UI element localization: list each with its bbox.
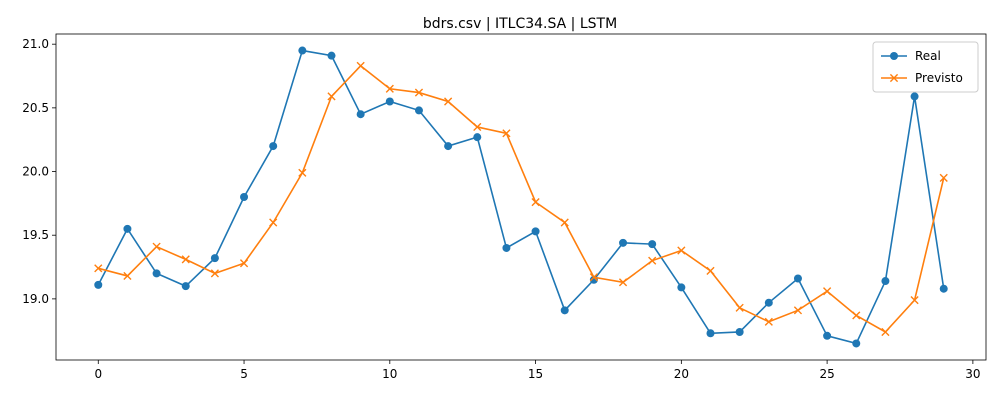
data-point-real: [560, 306, 569, 315]
data-point-real: [502, 243, 511, 252]
data-point-previsto: [385, 84, 394, 93]
data-point-real: [210, 254, 219, 263]
data-point-real: [939, 284, 948, 293]
data-point-previsto: [618, 278, 628, 287]
legend-item-real: Real: [881, 49, 941, 63]
data-point-previsto: [823, 287, 832, 296]
data-point-real: [473, 133, 482, 142]
data-point-real: [648, 240, 657, 249]
data-point-previsto: [181, 255, 190, 264]
x-axis: 0 5 10 15 20 25 30: [94, 360, 981, 381]
data-point-real: [793, 274, 802, 283]
data-point-previsto: [881, 327, 890, 337]
x-tick-label: 0: [94, 367, 102, 381]
y-tick-label: 20.0: [22, 165, 49, 179]
data-point-real: [735, 327, 744, 336]
data-point-real: [881, 277, 890, 286]
data-point-previsto: [648, 256, 657, 265]
chart-title: bdrs.csv | ITLC34.SA | LSTM: [423, 16, 617, 32]
data-point-previsto: [444, 97, 453, 106]
data-point-previsto: [560, 218, 569, 227]
data-point-real: [531, 227, 540, 236]
x-tick-label: 25: [819, 367, 834, 381]
data-point-previsto: [327, 92, 336, 101]
legend: Real Previsto: [872, 41, 979, 93]
data-point-previsto: [735, 303, 744, 312]
data-point-previsto: [473, 122, 482, 132]
data-point-previsto: [531, 197, 540, 207]
data-point-real: [619, 238, 628, 247]
x-tick-label: 20: [674, 367, 689, 381]
series-previsto: [94, 61, 948, 337]
series-line-real: [97, 49, 945, 345]
data-point-real: [823, 331, 832, 340]
series-line-previsto: [98, 64, 945, 333]
y-axis: 19.0 19.5 20.0 20.5 21.0: [22, 37, 56, 306]
legend-marker-previsto: [889, 73, 899, 83]
y-tick-label: 19.0: [22, 292, 49, 306]
data-point-previsto: [152, 242, 161, 251]
legend-label-real: Real: [915, 49, 941, 63]
legend-item-previsto: Previsto: [881, 71, 963, 85]
data-point-previsto: [356, 61, 365, 70]
x-tick-label: 5: [240, 367, 248, 381]
x-tick-label: 15: [528, 367, 543, 381]
data-point-previsto: [852, 311, 861, 320]
data-point-real: [181, 282, 190, 291]
data-point-real: [852, 339, 861, 348]
legend-label-previsto: Previsto: [915, 71, 963, 85]
data-point-real: [910, 92, 919, 101]
series-real: [94, 46, 948, 348]
data-point-real: [706, 329, 715, 338]
data-point-previsto: [239, 259, 249, 268]
x-tick-label: 10: [382, 367, 397, 381]
y-tick-label: 20.5: [22, 101, 49, 115]
data-point-real: [764, 298, 773, 307]
y-tick-label: 21.0: [22, 37, 49, 51]
data-point-real: [677, 283, 686, 292]
data-point-previsto: [210, 269, 219, 278]
data-point-real: [123, 224, 132, 233]
series-layer: [94, 46, 948, 348]
data-point-previsto: [414, 88, 424, 97]
data-point-previsto: [939, 173, 948, 182]
data-point-real: [152, 269, 161, 278]
data-point-real: [240, 193, 249, 201]
data-point-previsto: [298, 168, 307, 177]
data-point-previsto: [123, 271, 132, 281]
data-point-real: [356, 110, 365, 119]
data-point-previsto: [94, 264, 103, 273]
plot-frame: [55, 33, 987, 361]
data-point-previsto: [269, 218, 278, 227]
legend-box: [872, 41, 979, 93]
data-point-previsto: [677, 246, 686, 255]
x-tick-label: 30: [965, 367, 980, 381]
data-point-real: [444, 142, 453, 151]
data-point-previsto: [764, 317, 773, 326]
data-point-real: [327, 51, 336, 60]
data-point-previsto: [589, 273, 598, 282]
data-point-real: [414, 106, 423, 115]
data-point-real: [269, 142, 278, 151]
data-point-previsto: [706, 266, 715, 275]
data-point-real: [94, 280, 103, 289]
data-point-previsto: [502, 129, 511, 138]
data-point-previsto: [910, 296, 919, 305]
data-point-real: [385, 97, 394, 106]
data-point-real: [298, 46, 307, 55]
y-tick-label: 19.5: [22, 228, 49, 242]
data-point-previsto: [793, 306, 803, 315]
legend-marker-real: [890, 52, 898, 60]
